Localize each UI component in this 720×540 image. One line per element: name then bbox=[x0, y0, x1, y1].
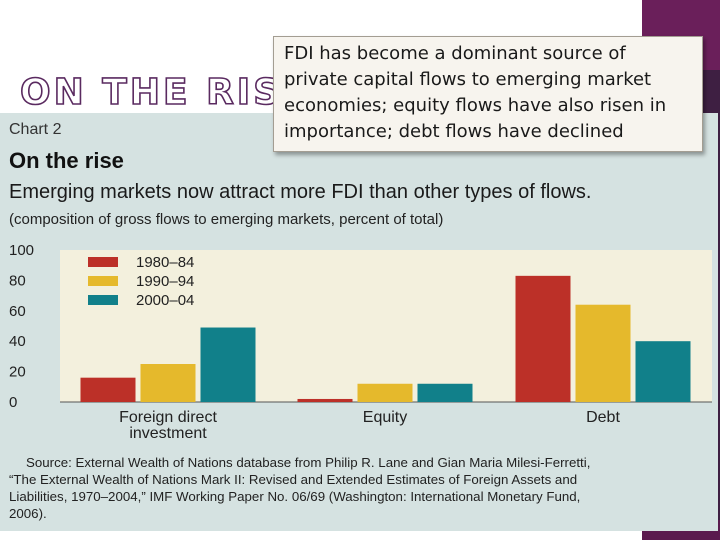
source-line: “The External Wealth of Nations Mark II:… bbox=[9, 472, 578, 487]
x-category-label: investment bbox=[129, 425, 207, 442]
legend-label: 1980–84 bbox=[136, 254, 194, 271]
legend-label: 1990–94 bbox=[136, 273, 194, 290]
y-tick-label: 20 bbox=[9, 364, 26, 381]
chart-heading: On the rise bbox=[9, 148, 124, 173]
x-category-label: Equity bbox=[363, 409, 407, 426]
bar bbox=[635, 341, 691, 402]
callout-box: FDI has become a dominant source of priv… bbox=[273, 36, 703, 152]
y-tick-label: 40 bbox=[9, 333, 26, 350]
y-tick-label: 100 bbox=[9, 242, 34, 259]
bar bbox=[417, 383, 473, 402]
y-tick-label: 80 bbox=[9, 272, 26, 289]
legend-swatch bbox=[88, 257, 118, 267]
chart-units-note: (composition of gross flows to emerging … bbox=[9, 211, 444, 228]
slide-title: ON THE RISE bbox=[19, 71, 310, 114]
y-tick-label: 0 bbox=[9, 394, 17, 411]
bar bbox=[357, 383, 413, 402]
bar bbox=[200, 327, 256, 402]
chart-number-label: Chart 2 bbox=[9, 121, 62, 138]
bar bbox=[297, 398, 353, 402]
bar bbox=[140, 364, 196, 402]
legend-swatch bbox=[88, 295, 118, 305]
source-line: Source: External Wealth of Nations datab… bbox=[26, 455, 591, 470]
legend-swatch bbox=[88, 276, 118, 286]
bar bbox=[515, 275, 571, 402]
y-tick-label: 60 bbox=[9, 303, 26, 320]
bar bbox=[80, 377, 136, 402]
legend-label: 2000–04 bbox=[136, 292, 194, 309]
source-line: Liabilities, 1970–2004,” IMF Working Pap… bbox=[9, 489, 581, 504]
bar bbox=[575, 304, 631, 402]
source-note: Source: External Wealth of Nations datab… bbox=[9, 454, 715, 522]
x-category-label: Debt bbox=[586, 409, 620, 426]
chart-subtitle: Emerging markets now attract more FDI th… bbox=[9, 181, 592, 203]
x-category-label: Foreign direct bbox=[119, 409, 217, 426]
source-line: 2006). bbox=[9, 506, 47, 521]
